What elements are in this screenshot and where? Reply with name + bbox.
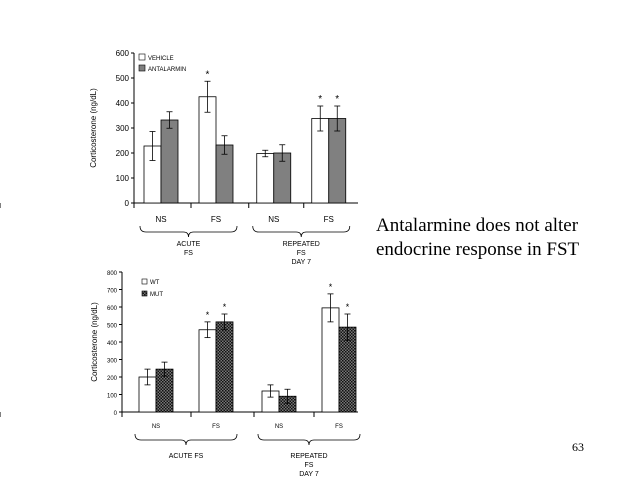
significance-star: *: [206, 69, 210, 80]
group-label: REPEATED: [283, 241, 320, 248]
group-brace: [139, 225, 238, 238]
category-label: FS: [324, 215, 334, 224]
y-tick-label: 200: [116, 149, 130, 158]
y-tick-label: 200: [107, 376, 118, 382]
group-label: ACUTE: [177, 241, 201, 248]
y-tick-label: 700: [107, 289, 118, 295]
page-number: 63: [572, 440, 584, 454]
significance-star: *: [335, 94, 339, 105]
y-tick-label: 500: [116, 74, 130, 83]
bar: [215, 321, 234, 413]
group-label: DAY 7: [291, 259, 311, 266]
bar: [198, 96, 217, 204]
y-tick-label: 300: [116, 124, 130, 133]
category-label: FS: [335, 424, 343, 430]
significance-star: *: [346, 302, 350, 312]
y-tick-label: 400: [116, 99, 130, 108]
group-label: FS: [184, 250, 193, 257]
legend-swatch: [138, 64, 146, 72]
group-brace: [252, 225, 351, 238]
bar: [160, 119, 179, 204]
legend-swatch: [141, 278, 148, 285]
y-tick-label: 100: [107, 394, 118, 400]
y-axis-label: Corticosterone (ng/dL): [89, 88, 98, 168]
y-tick-label: 600: [116, 49, 130, 58]
y-tick-label: 300: [107, 359, 118, 365]
y-tick-label: 400: [107, 341, 118, 347]
y-tick-label: 0: [125, 199, 130, 208]
y-tick-label: 500: [107, 324, 118, 330]
group-label: ACUTE FS: [169, 453, 204, 460]
bar: [198, 329, 217, 413]
y-tick-label: 100: [116, 174, 130, 183]
group-label: FS: [297, 250, 306, 257]
significance-star: *: [318, 94, 322, 105]
y-axis-label: Corticosterone (ng/dL): [90, 302, 99, 382]
y-tick-label: 800: [107, 271, 118, 277]
y-tick-label: 0: [114, 411, 118, 417]
legend-swatch: [141, 290, 148, 297]
significance-star: *: [206, 310, 210, 320]
significance-star: *: [223, 302, 227, 312]
y-tick-label: 600: [107, 306, 118, 312]
bar: [321, 307, 340, 413]
group-brace: [257, 433, 361, 446]
legend-label: MUT: [150, 292, 163, 298]
category-label: FS: [212, 424, 220, 430]
legend-swatch: [138, 53, 146, 61]
bar: [256, 153, 275, 204]
category-label: FS: [211, 215, 221, 224]
legend-label: VEHICLE: [148, 56, 174, 62]
group-label: FS: [305, 462, 314, 469]
category-label: NS: [155, 215, 166, 224]
category-label: NS: [152, 424, 160, 430]
group-label: REPEATED: [290, 453, 327, 460]
group-brace: [134, 433, 238, 446]
significance-star: *: [329, 282, 333, 292]
slide-caption: Antalarmine does not alter endocrine res…: [376, 215, 580, 260]
category-label: NS: [268, 215, 279, 224]
category-label: NS: [275, 424, 283, 430]
group-label: DAY 7: [299, 471, 319, 478]
legend-label: WT: [150, 280, 160, 286]
legend-label: ANTALARMIN: [148, 67, 186, 73]
